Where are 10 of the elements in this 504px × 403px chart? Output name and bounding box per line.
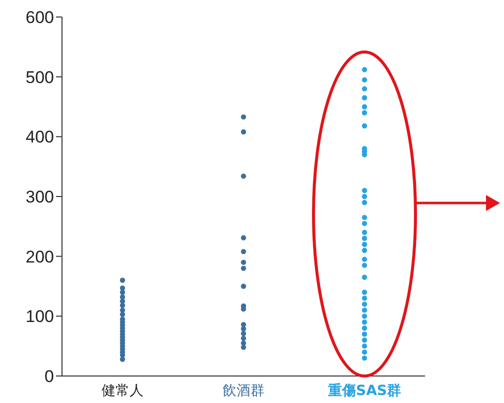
y-tick-label: 200 bbox=[26, 247, 54, 266]
x-tick-label: 健常人 bbox=[102, 383, 144, 399]
x-tick-label: 飲酒群 bbox=[222, 383, 264, 399]
x-tick-label: 重傷SAS群 bbox=[326, 383, 402, 399]
y-tick-label: 600 bbox=[26, 8, 54, 28]
y-tick-label: 300 bbox=[26, 188, 54, 207]
y-tick-label: 500 bbox=[26, 68, 54, 87]
y-tick-label: 400 bbox=[26, 128, 54, 147]
y-tick-label: 100 bbox=[26, 307, 54, 326]
y-tick-label: 0 bbox=[44, 367, 54, 386]
